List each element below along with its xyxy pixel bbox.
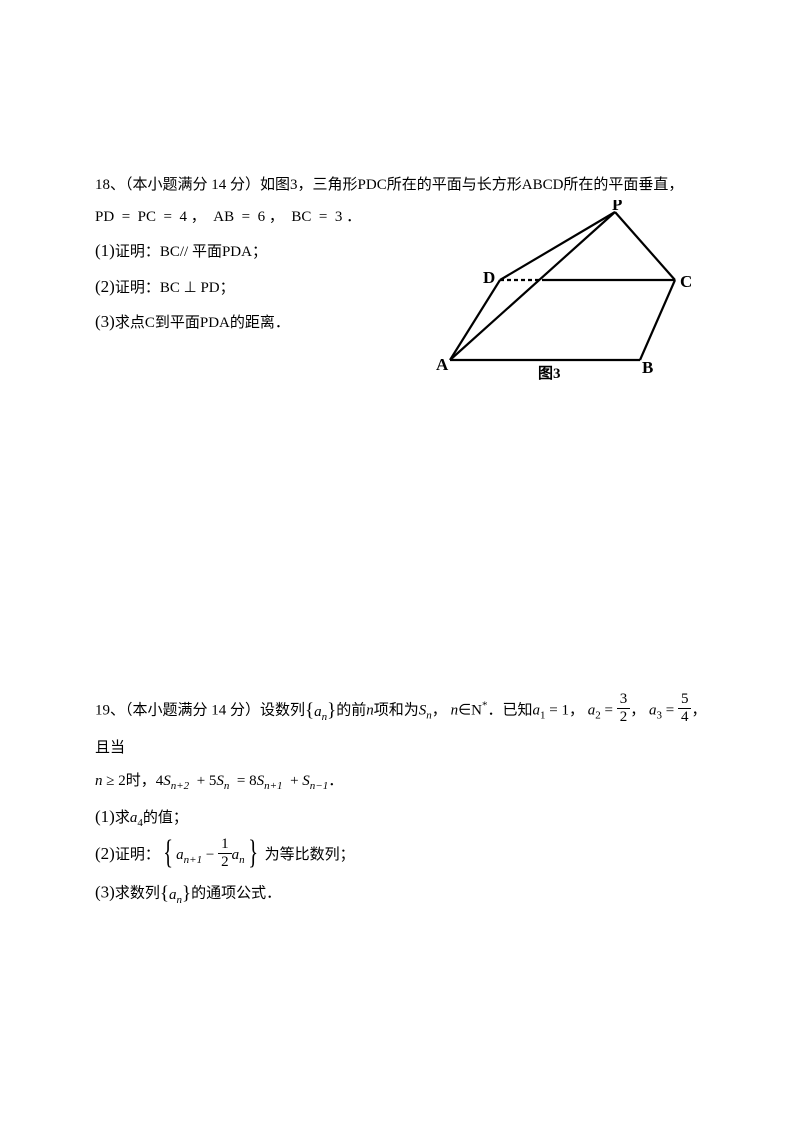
- q18-p1-a: BC: [160, 244, 180, 260]
- label-D: D: [483, 268, 495, 287]
- q18-figref: 3: [290, 177, 298, 193]
- q19-condition: n ≥ 2时，4Sn+2 + 5Sn = 8Sn+1 + Sn−1．: [95, 765, 715, 798]
- q18-rect: ABCD: [522, 177, 564, 193]
- frac-half: 12: [218, 837, 232, 870]
- label-P: P: [612, 200, 622, 214]
- q19-p3-num: (3): [95, 882, 115, 901]
- q18-p3-num: (3): [95, 312, 115, 331]
- q19-intro-prefix: 19、（本小题满分 14 分）设数列: [95, 702, 305, 718]
- q18-intro: 18、（本小题满分 14 分）如图3，三角形PDC所在的平面与长方形ABCD所在…: [95, 170, 710, 202]
- q19-intro-mid: 的前: [336, 702, 366, 718]
- frac-a2: 32: [617, 692, 631, 725]
- q18-p1-c: PDA: [222, 244, 252, 260]
- q18-p1-rel: //: [180, 244, 188, 260]
- q18-p1-label: 证明：: [115, 244, 160, 260]
- figure-3-svg: P D C A B 图3: [420, 200, 700, 400]
- q18-eq2v: 6: [258, 209, 266, 225]
- q18-eq2a: AB: [213, 209, 234, 225]
- q19-intro: 19、（本小题满分 14 分）设数列{an}的前n项和为Sn， n∈N*．已知a…: [95, 690, 715, 765]
- q18-p2-b: PD: [200, 280, 219, 296]
- question-19: 19、（本小题满分 14 分）设数列{an}的前n项和为Sn， n∈N*．已知a…: [95, 690, 715, 914]
- q18-p3-c: 到平面: [155, 315, 200, 331]
- q18-p2-rel: ⊥: [184, 280, 197, 296]
- q19-part1: (1)求a4的值；: [95, 798, 715, 835]
- q19-seq-brace: {an}: [305, 690, 336, 732]
- label-B: B: [642, 358, 653, 377]
- q18-p3-b: C: [145, 315, 155, 331]
- figure-3: P D C A B 图3: [420, 200, 700, 395]
- label-A: A: [436, 355, 449, 374]
- q18-p3-e: 的距离．: [230, 315, 290, 331]
- q19-n: n: [366, 702, 374, 718]
- q19-part3: (3)求数列{an}的通项公式．: [95, 873, 715, 915]
- frac-a3: 54: [678, 692, 692, 725]
- q18-p3-a: 求点: [115, 315, 145, 331]
- q18-eq1v: 4: [179, 209, 187, 225]
- q18-intro-mid: ，三角形: [298, 177, 358, 193]
- q19-seq-brace2: {an}: [160, 873, 191, 915]
- label-C: C: [680, 272, 692, 291]
- q18-p2-num: (2): [95, 277, 115, 296]
- q18-tri: PDC: [358, 177, 387, 193]
- q18-eq3v: 3: [335, 209, 343, 225]
- q19-part2: (2)证明：{an+1 − 12an} 为等比数列；: [95, 835, 715, 872]
- q18-intro-mid2: 所在的平面与长方形: [387, 177, 522, 193]
- q19-p1-num: (1): [95, 807, 115, 826]
- q19-p2-num: (2): [95, 844, 115, 863]
- q18-p3-d: PDA: [200, 315, 230, 331]
- q18-p1-b: 平面: [192, 244, 222, 260]
- q18-eq1b: PC: [138, 209, 156, 225]
- q18-eq1a: PD: [95, 209, 114, 225]
- q18-intro-prefix: 18、（本小题满分 14 分）如图: [95, 177, 290, 193]
- q18-p2-label: 证明：: [115, 280, 160, 296]
- figure-caption: 图3: [538, 365, 561, 382]
- q18-intro-end: 所在的平面垂直，: [563, 177, 683, 193]
- q18-p1-num: (1): [95, 241, 115, 260]
- q19-intro-mid2: 项和为: [374, 702, 419, 718]
- q18-p2-a: BC: [160, 280, 180, 296]
- q19-intro-mid3: ，: [432, 702, 447, 718]
- q18-eq3a: BC: [291, 209, 311, 225]
